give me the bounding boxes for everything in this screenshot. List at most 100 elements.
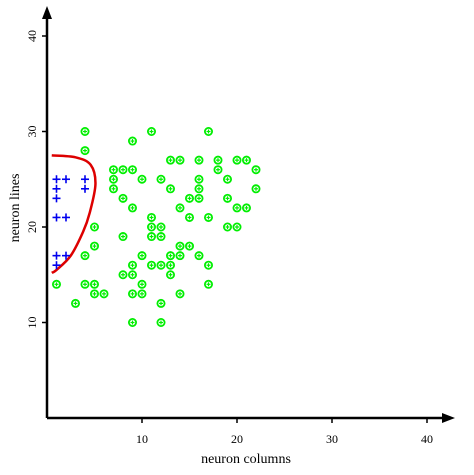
circle-point <box>137 174 147 184</box>
circle-point <box>175 289 185 299</box>
x-tick-label: 30 <box>326 432 338 446</box>
circle-point-ring <box>90 279 100 289</box>
circle-point-ring <box>232 155 242 165</box>
plus-point <box>62 175 70 184</box>
circle-point-ring <box>109 174 119 184</box>
circle-point-ring <box>175 155 185 165</box>
circle-point <box>175 203 185 213</box>
circle-point <box>109 174 119 184</box>
circle-point <box>175 251 185 261</box>
circle-point <box>146 232 156 242</box>
circle-point <box>165 251 175 261</box>
circle-point-ring <box>146 232 156 242</box>
circle-point <box>146 222 156 232</box>
circle-point <box>127 270 137 280</box>
plus-point <box>52 184 61 193</box>
circle-point-ring <box>127 270 137 280</box>
x-axis-arrow <box>442 413 455 423</box>
circle-point-ring <box>175 241 185 251</box>
circle-point-ring <box>203 260 213 270</box>
circle-point-ring <box>80 251 90 261</box>
circle-point-ring <box>194 251 204 261</box>
circle-point-ring <box>241 155 251 165</box>
circle-point <box>203 127 213 137</box>
circle-point <box>194 184 204 194</box>
data-points <box>52 127 261 327</box>
circle-point <box>71 298 81 308</box>
circle-point <box>127 203 137 213</box>
plus-point <box>81 175 89 184</box>
circle-point-ring <box>156 260 166 270</box>
circle-point <box>127 165 137 175</box>
circle-point <box>184 241 194 251</box>
circle-point-ring <box>194 184 204 194</box>
circle-point <box>137 279 147 289</box>
circle-point <box>203 260 213 270</box>
circle-point <box>137 251 147 261</box>
circle-point-ring <box>165 251 175 261</box>
circle-point <box>251 165 261 175</box>
circle-point-ring <box>175 203 185 213</box>
circle-point-ring <box>184 241 194 251</box>
plus-point <box>52 261 61 270</box>
circle-point <box>90 222 100 232</box>
circle-point <box>156 317 166 327</box>
circle-point-ring <box>127 317 137 327</box>
circle-point <box>165 260 175 270</box>
plus-point <box>52 213 61 222</box>
circle-point-ring <box>90 289 100 299</box>
circle-point <box>175 241 185 251</box>
circle-point <box>156 260 166 270</box>
circle-point <box>165 270 175 280</box>
circle-point-ring <box>156 174 166 184</box>
circle-point <box>156 174 166 184</box>
circle-point-ring <box>146 260 156 270</box>
circle-point-ring <box>118 232 128 242</box>
circle-point-ring <box>127 260 137 270</box>
plus-point <box>62 251 70 260</box>
circle-point-ring <box>165 155 175 165</box>
y-axis-arrow <box>42 6 52 19</box>
circle-point-ring <box>146 222 156 232</box>
circle-point <box>146 212 156 222</box>
circle-point-ring <box>165 270 175 280</box>
circle-point <box>156 232 166 242</box>
tick-labels: 10 20 30 40 10 20 30 40 <box>25 30 433 446</box>
circle-point-ring <box>165 260 175 270</box>
decision-boundary <box>51 154 97 274</box>
circle-point <box>213 165 223 175</box>
circle-point <box>251 184 261 194</box>
circle-point <box>156 222 166 232</box>
circle-point-ring <box>222 193 232 203</box>
circle-point <box>194 155 204 165</box>
circle-point <box>80 279 90 289</box>
circle-point <box>213 155 223 165</box>
circle-point <box>127 289 137 299</box>
circle-point <box>203 279 213 289</box>
circle-point <box>127 260 137 270</box>
circle-point <box>90 241 100 251</box>
circle-point <box>99 289 109 299</box>
circle-point <box>222 193 232 203</box>
circle-point-ring <box>127 289 137 299</box>
circle-point <box>52 279 62 289</box>
circle-point <box>156 298 166 308</box>
circle-point-ring <box>184 193 194 203</box>
x-tick-label: 40 <box>421 432 433 446</box>
circle-point-ring <box>99 289 109 299</box>
circle-point <box>203 212 213 222</box>
circle-point-ring <box>90 241 100 251</box>
circle-point <box>118 193 128 203</box>
circle-point <box>109 165 119 175</box>
circle-point-ring <box>222 222 232 232</box>
circle-point <box>118 232 128 242</box>
circle-point-ring <box>165 184 175 194</box>
circle-point <box>80 251 90 261</box>
circle-point <box>232 222 242 232</box>
circle-point-ring <box>203 212 213 222</box>
circle-point <box>232 203 242 213</box>
circle-point <box>184 212 194 222</box>
circle-point <box>80 146 90 156</box>
